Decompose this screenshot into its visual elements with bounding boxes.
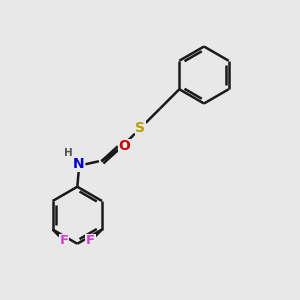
Text: S: S <box>135 121 145 135</box>
Text: O: O <box>118 139 130 153</box>
Text: F: F <box>59 234 69 248</box>
Text: F: F <box>86 234 95 248</box>
Text: H: H <box>64 148 73 158</box>
Text: N: N <box>73 157 85 171</box>
